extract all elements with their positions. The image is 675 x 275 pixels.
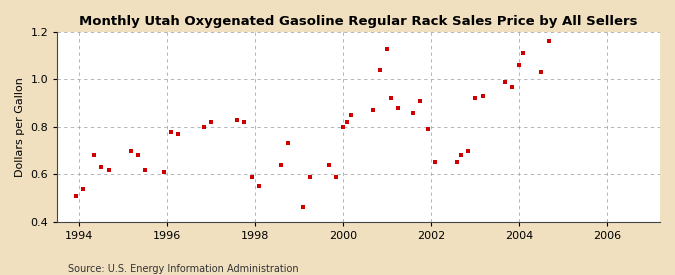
Point xyxy=(470,96,481,101)
Point xyxy=(536,70,547,75)
Point xyxy=(246,174,257,179)
Point xyxy=(298,205,308,210)
Point xyxy=(132,153,143,158)
Point xyxy=(367,108,378,112)
Point xyxy=(342,120,352,124)
Point xyxy=(375,68,385,72)
Point xyxy=(96,165,107,169)
Point xyxy=(408,110,418,115)
Point xyxy=(70,193,81,198)
Point xyxy=(330,174,341,179)
Point xyxy=(239,120,250,124)
Point xyxy=(477,94,488,98)
Point xyxy=(159,170,169,174)
Point xyxy=(456,153,466,158)
Point xyxy=(78,186,88,191)
Point xyxy=(232,117,242,122)
Point xyxy=(346,113,356,117)
Point xyxy=(423,127,433,131)
Point xyxy=(393,106,404,110)
Point xyxy=(140,167,151,172)
Point xyxy=(88,153,99,158)
Point xyxy=(283,141,294,146)
Point xyxy=(165,129,176,134)
Point xyxy=(198,125,209,129)
Point xyxy=(103,167,114,172)
Y-axis label: Dollars per Gallon: Dollars per Gallon xyxy=(15,77,25,177)
Point xyxy=(173,132,184,136)
Text: Source: U.S. Energy Information Administration: Source: U.S. Energy Information Administ… xyxy=(68,264,298,274)
Point xyxy=(253,184,264,188)
Point xyxy=(517,51,528,56)
Point xyxy=(385,96,396,101)
Point xyxy=(429,160,440,165)
Point xyxy=(305,174,316,179)
Point xyxy=(275,163,286,167)
Point xyxy=(514,63,524,67)
Point xyxy=(206,120,217,124)
Point xyxy=(500,79,510,84)
Point xyxy=(382,46,393,51)
Point xyxy=(543,39,554,44)
Title: Monthly Utah Oxygenated Gasoline Regular Rack Sales Price by All Sellers: Monthly Utah Oxygenated Gasoline Regular… xyxy=(80,15,638,28)
Point xyxy=(462,148,473,153)
Point xyxy=(452,160,462,165)
Point xyxy=(126,148,136,153)
Point xyxy=(415,98,426,103)
Point xyxy=(323,163,334,167)
Point xyxy=(506,84,517,89)
Point xyxy=(338,125,349,129)
